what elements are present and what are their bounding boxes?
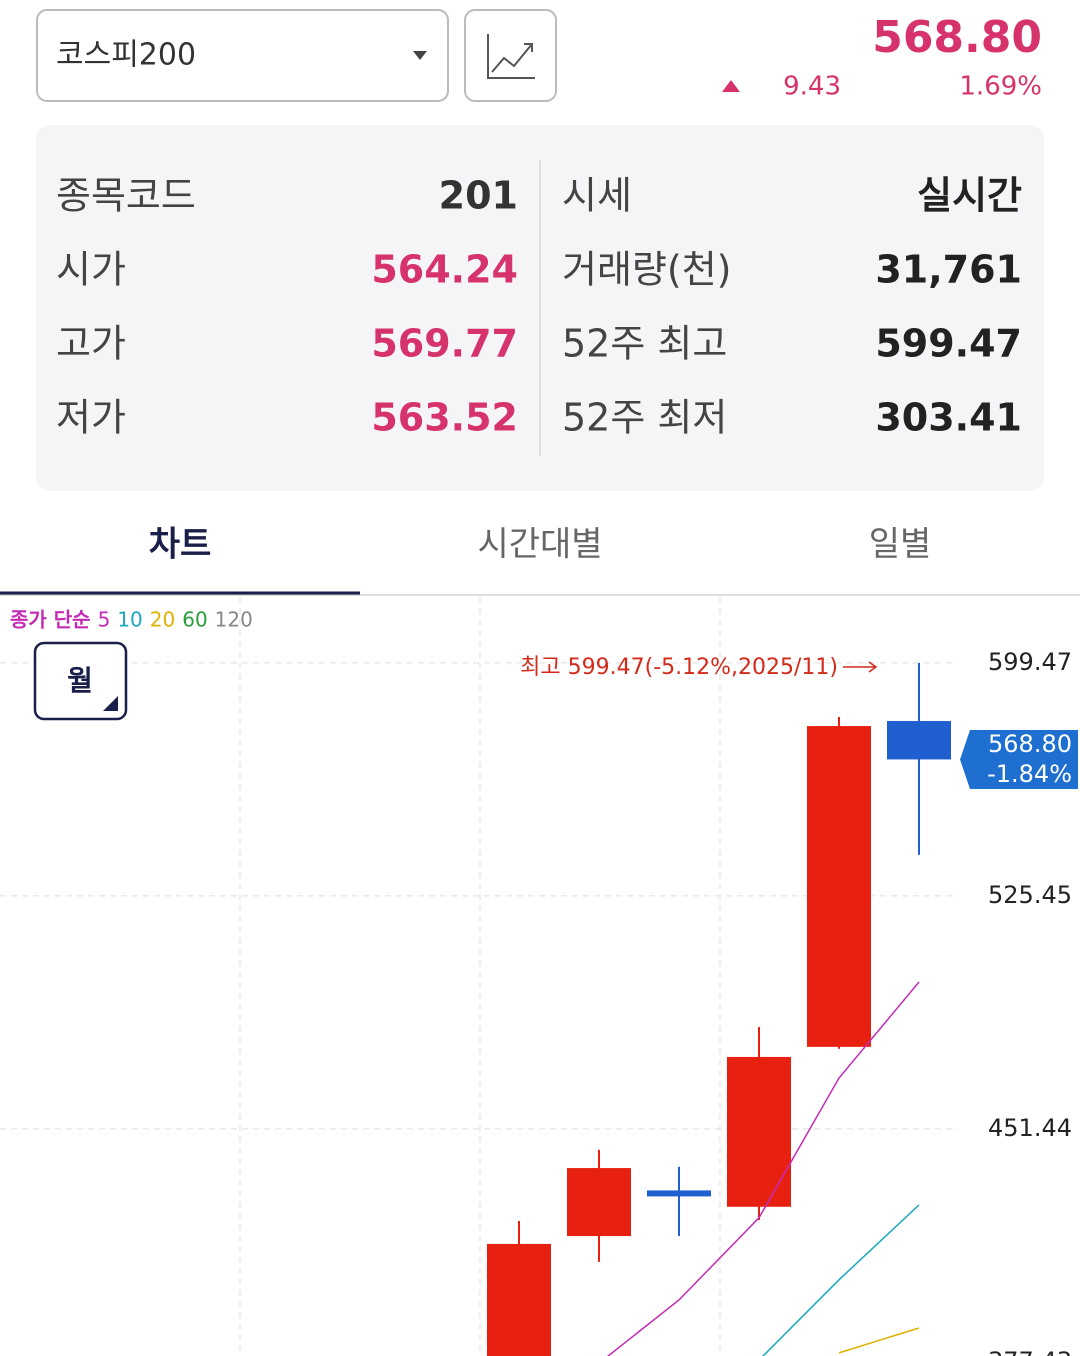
candle-body — [487, 1243, 551, 1356]
y-tick-label: 451.44 — [988, 1114, 1072, 1142]
plot — [487, 662, 951, 1356]
high-annotation: 최고 599.47(-5.12%,2025/11) — [520, 655, 838, 680]
tab[interactable]: 일별 — [869, 525, 932, 565]
chart-button[interactable] — [464, 9, 557, 102]
info-value: 201 — [439, 174, 518, 218]
legend-entry: 20 — [150, 608, 175, 632]
info-value: 564.24 — [371, 248, 518, 292]
candle-body — [647, 1190, 711, 1197]
legend-entry: 60 — [182, 608, 207, 632]
candle-body — [567, 1168, 631, 1237]
index-dropdown[interactable] — [36, 9, 449, 102]
info-label: 저가 — [56, 396, 126, 440]
last-price-tag: 568.80-1.84% — [960, 730, 1078, 789]
info-value: 563.52 — [371, 396, 518, 440]
tab[interactable]: 차트 — [149, 525, 212, 565]
candle-body — [727, 1056, 791, 1207]
info-value: 303.41 — [875, 396, 1022, 440]
index-name: 코스피200 — [56, 38, 196, 73]
legend-label: 종가 단순 — [10, 608, 91, 632]
info-value: 599.47 — [875, 322, 1022, 366]
up-triangle — [722, 80, 740, 92]
dropdown-arrow — [413, 51, 427, 60]
info-label: 52주 최저 — [562, 396, 727, 440]
tag-change: -1.84% — [987, 760, 1072, 788]
price: 568.80 — [872, 12, 1042, 63]
info-label: 52주 최고 — [562, 322, 727, 366]
ma-line — [606, 981, 920, 1356]
period-label: 월 — [67, 664, 93, 697]
info-label: 시가 — [56, 248, 126, 292]
grid — [0, 597, 958, 1356]
period-corner — [103, 696, 118, 711]
tabs: 차트 시간대별 일별 — [149, 525, 932, 565]
info-label: 종목코드 — [56, 174, 196, 218]
info-value: 569.77 — [371, 322, 518, 366]
change-pct: 1.69% — [959, 72, 1042, 102]
annotation-arrow — [843, 661, 878, 673]
info-value: 31,761 — [875, 248, 1022, 292]
info-label: 시세 — [562, 174, 632, 218]
info-label: 거래량(천) — [562, 248, 732, 292]
y-tick-label: 377.43 — [988, 1347, 1072, 1356]
legend: 종가 단순 5 10 20 60 120 — [10, 608, 253, 632]
legend-entry: 5 — [98, 608, 111, 632]
chart-icon — [487, 34, 535, 79]
info-rows: 종목코드 201 시가 564.24 고가 569.77 저가 563.52 시세 실시간거래량(… — [56, 174, 1022, 440]
y-tick-label: 599.47 — [988, 648, 1072, 676]
ma-line — [762, 1204, 920, 1356]
period-button[interactable] — [33, 641, 128, 721]
tag-shape — [960, 730, 1078, 789]
legend-entry: 120 — [215, 608, 253, 632]
candle-body — [807, 726, 871, 1047]
legend-entry: 10 — [117, 608, 142, 632]
ma-line — [838, 1327, 920, 1354]
change: 9.43 — [783, 72, 841, 102]
info-value: 실시간 — [917, 174, 1022, 218]
info-label: 고가 — [56, 322, 126, 366]
y-tick-label: 525.45 — [988, 881, 1072, 909]
tag-price: 568.80 — [988, 730, 1072, 758]
candle-body — [887, 721, 951, 760]
tab[interactable]: 시간대별 — [477, 525, 602, 565]
y-axis: 599.47 525.45 451.44 377.43 — [988, 648, 1072, 1356]
